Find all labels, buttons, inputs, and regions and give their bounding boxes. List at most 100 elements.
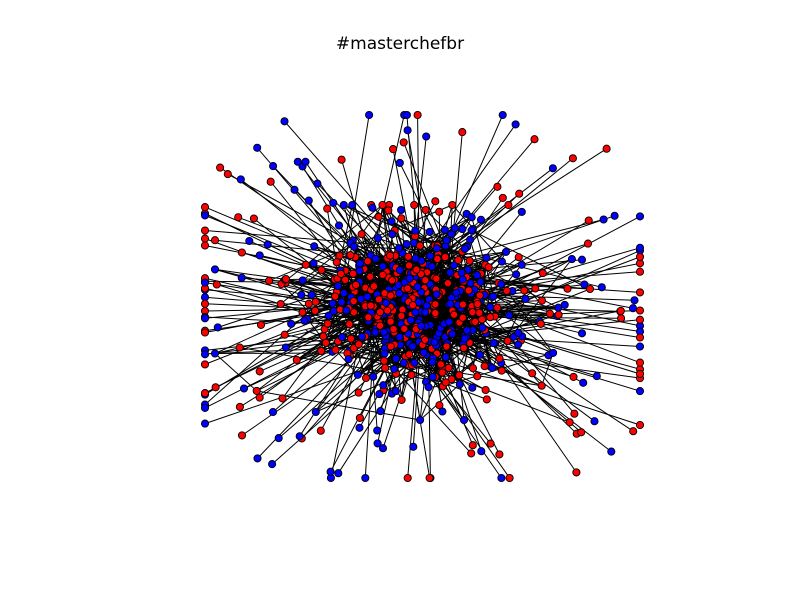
graph-node (466, 235, 475, 244)
graph-node (537, 381, 546, 390)
graph-node (505, 311, 514, 320)
graph-node (468, 308, 477, 317)
graph-node (295, 432, 304, 441)
graph-node (399, 358, 408, 367)
graph-node (476, 277, 485, 286)
graph-node (373, 234, 383, 243)
graph-node (388, 230, 397, 239)
graph-node (517, 207, 526, 216)
graph-node (328, 299, 337, 308)
graph-node (301, 157, 310, 166)
graph-node (567, 255, 576, 264)
graph-node (443, 279, 452, 288)
graph-edge (349, 229, 395, 257)
graph-node (495, 450, 504, 459)
graph-node (234, 213, 243, 222)
graph-node (480, 362, 489, 371)
graph-node (253, 143, 262, 152)
graph-node (346, 251, 355, 260)
graph-node (460, 334, 469, 343)
graph-node (348, 200, 357, 210)
graph-node (395, 289, 404, 298)
graph-node (380, 356, 389, 365)
graph-node (304, 299, 313, 308)
graph-node (210, 236, 220, 245)
graph-node (441, 353, 450, 362)
graph-node (428, 372, 437, 382)
graph-node (376, 407, 385, 416)
graph-node (417, 321, 426, 331)
graph-node (514, 328, 523, 337)
graph-node (410, 358, 419, 367)
graph-node (200, 241, 210, 250)
graph-node (337, 155, 346, 164)
graph-node (213, 323, 222, 332)
graph-edge (409, 157, 574, 293)
graph-node (464, 286, 473, 295)
graph-node (297, 290, 306, 299)
graph-node (421, 205, 430, 215)
graph-node (337, 333, 347, 342)
graph-node (635, 342, 645, 351)
graph-node (583, 239, 593, 248)
graph-node (329, 198, 338, 207)
graph-node (497, 280, 506, 289)
graph-node (448, 200, 457, 210)
graph-node (200, 278, 210, 287)
graph-node (389, 145, 398, 154)
graph-node (263, 240, 272, 249)
graph-node (311, 407, 320, 417)
graph-node (517, 260, 526, 269)
graph-node (200, 389, 210, 398)
graph-node (200, 314, 210, 323)
graph-node (498, 110, 507, 120)
graph-edge (413, 310, 641, 321)
graph-node (468, 383, 477, 392)
graph-edge (284, 334, 385, 355)
graph-node (342, 306, 351, 315)
graph-node (245, 236, 254, 246)
graph-node (630, 296, 639, 305)
graph-node (268, 460, 277, 469)
graph-node (471, 317, 480, 326)
graph-node (430, 338, 439, 347)
graph-edge (336, 114, 370, 317)
graph-node (403, 126, 412, 135)
graph-node (473, 271, 482, 280)
graph-node (467, 449, 476, 458)
graph-node (584, 216, 593, 225)
graph-node (426, 251, 435, 260)
graph-node (323, 319, 332, 328)
graph-node (200, 234, 210, 243)
graph-node (484, 263, 493, 272)
graph-node (311, 297, 320, 306)
graph-node (200, 203, 210, 212)
graph-node (313, 179, 322, 188)
graph-node (350, 242, 359, 251)
graph-node (388, 276, 397, 285)
graph-node (416, 415, 425, 425)
graph-node (482, 253, 491, 262)
graph-node (486, 439, 495, 448)
graph-node (307, 290, 316, 299)
figure-title: #masterchefbr (335, 34, 465, 54)
graph-node (376, 308, 385, 317)
graph-node (334, 469, 343, 478)
graph-node (400, 324, 409, 333)
graph-node (602, 144, 611, 153)
graph-node (339, 289, 348, 298)
graph-node (458, 313, 467, 322)
graph-node (365, 110, 374, 120)
graph-node (512, 270, 521, 279)
graph-node (405, 261, 414, 270)
graph-node (488, 363, 497, 372)
graph-node (333, 281, 342, 291)
graph-node (450, 310, 459, 319)
graph-node (266, 177, 275, 186)
graph-node (211, 383, 220, 392)
graph-node (444, 363, 453, 372)
graph-node (316, 426, 325, 435)
graph-node (394, 244, 403, 253)
graph-node (511, 120, 520, 129)
graph-node (237, 431, 247, 440)
